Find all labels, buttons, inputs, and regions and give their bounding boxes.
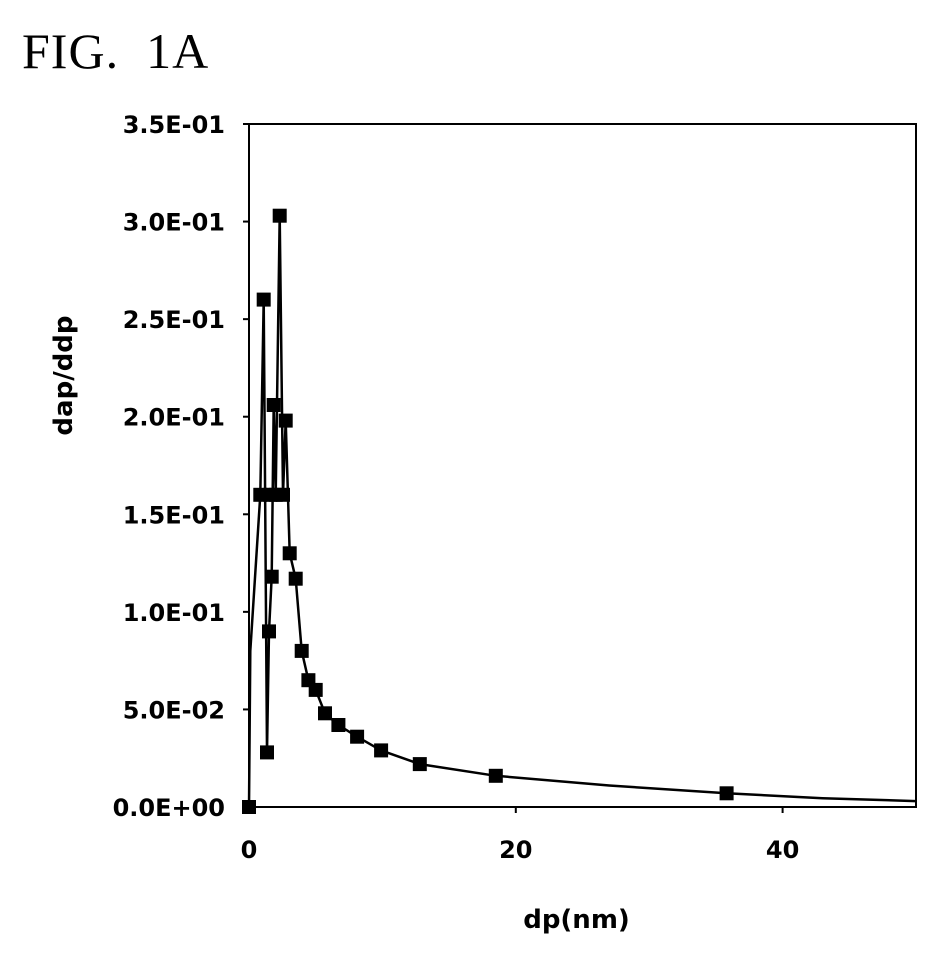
y-tick-label: 0.0E+00: [113, 794, 225, 822]
series-lines: [247, 214, 917, 808]
data-point: [488, 768, 503, 783]
x-tick-label: 0: [241, 836, 258, 864]
data-point: [288, 571, 303, 586]
data-point: [350, 729, 365, 744]
data-point: [331, 718, 346, 732]
y-axis-label: dap/ddp: [49, 315, 79, 435]
y-axis-ticks: 0.0E+00 5.0E-02 1.0E-01 1.5E-01 2.0E-01 2.5E-…: [113, 111, 249, 822]
y-tick-label: 3.0E-01: [123, 209, 225, 237]
x-axis-label: dp(nm): [523, 905, 630, 935]
y-tick-label: 1.0E-01: [123, 599, 225, 627]
data-point: [260, 745, 274, 760]
data-point: [278, 413, 293, 428]
data-point: [294, 643, 309, 658]
y-tick-label: 2.0E-01: [123, 404, 225, 432]
data-point: [262, 624, 276, 639]
data-point: [412, 757, 427, 772]
y-tick-label: 3.5E-01: [123, 111, 225, 139]
series-markers: [242, 208, 734, 814]
data-point: [719, 786, 734, 801]
figure-title: FIG. 1A: [22, 23, 210, 79]
data-point: [308, 682, 323, 697]
y-tick-label: 1.5E-01: [123, 501, 225, 529]
series-line: [247, 214, 917, 808]
data-point: [256, 292, 271, 307]
data-point: [276, 487, 290, 502]
data-point: [242, 800, 256, 814]
y-tick-label: 2.5E-01: [123, 306, 225, 334]
y-tick-label: 5.0E-02: [123, 696, 225, 724]
data-point: [318, 706, 332, 721]
data-point: [374, 743, 389, 758]
data-point: [282, 546, 297, 561]
plot-frame: [248, 123, 917, 808]
x-tick-label: 40: [766, 836, 799, 864]
data-point: [266, 398, 281, 412]
x-axis-ticks: 0 20 40: [241, 807, 799, 864]
data-point: [272, 208, 287, 223]
x-tick-label: 20: [499, 836, 532, 864]
data-point: [264, 569, 279, 584]
